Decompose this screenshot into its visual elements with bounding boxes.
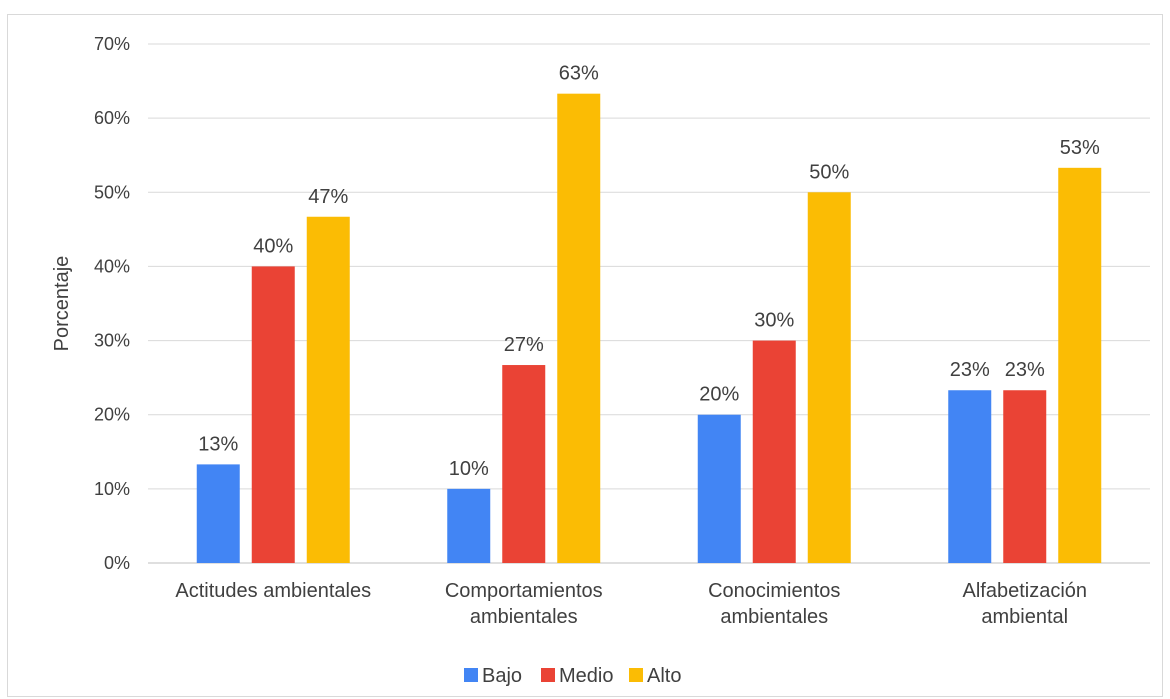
y-tick-label: 10% <box>94 479 130 499</box>
x-tick-label: Conocimientos ambientales <box>708 580 840 628</box>
bar-medio <box>752 340 796 563</box>
x-tick-label: Actitudes ambientales <box>175 580 371 602</box>
x-tick-label-line: ambientales <box>720 606 828 628</box>
legend-swatch-alto <box>629 668 643 682</box>
x-tick-label-line: Alfabetización <box>962 580 1087 602</box>
y-tick-label: 20% <box>94 405 130 425</box>
data-label: 20% <box>699 384 739 406</box>
legend-swatch-bajo <box>464 668 478 682</box>
data-label: 63% <box>559 63 599 85</box>
y-axis-ticks: 0% 10% 20% 30% 40% 50% 60% 70% <box>94 34 130 573</box>
x-tick-label: Alfabetización ambiental <box>962 580 1087 628</box>
legend-label-bajo: Bajo <box>482 665 522 687</box>
legend-label-medio: Medio <box>559 665 613 687</box>
data-label: 30% <box>754 310 794 332</box>
y-tick-label: 40% <box>94 256 130 276</box>
data-label: 23% <box>950 359 990 381</box>
bar-bajo <box>196 464 240 563</box>
data-label: 23% <box>1005 359 1045 381</box>
x-tick-label-line: ambientales <box>470 606 578 628</box>
data-label: 47% <box>308 186 348 208</box>
bar-alto <box>557 93 601 563</box>
data-label: 13% <box>198 433 238 455</box>
bar-bajo <box>948 390 992 563</box>
bar-medio <box>251 266 295 563</box>
data-label: 53% <box>1060 137 1100 159</box>
y-tick-label: 0% <box>104 553 130 573</box>
x-tick-label-line: Comportamientos <box>445 580 603 602</box>
x-tick-label-line: ambiental <box>981 606 1068 628</box>
gridlines <box>148 43 1150 564</box>
bar-alto <box>1058 167 1102 563</box>
bar-alto <box>306 216 350 563</box>
bar-medio <box>502 365 546 563</box>
bars <box>196 93 1102 564</box>
y-tick-label: 30% <box>94 331 130 351</box>
data-label: 10% <box>449 458 489 480</box>
bar-medio <box>1003 390 1047 563</box>
data-label: 40% <box>253 235 293 257</box>
y-tick-label: 60% <box>94 108 130 128</box>
legend-label-alto: Alto <box>647 665 681 687</box>
legend: Bajo Medio Alto <box>464 665 681 687</box>
y-tick-label: 70% <box>94 34 130 54</box>
legend-swatch-medio <box>541 668 555 682</box>
y-axis-label: Porcentaje <box>51 256 73 352</box>
y-tick-label: 50% <box>94 182 130 202</box>
bar-bajo <box>447 488 491 563</box>
data-label: 27% <box>504 334 544 356</box>
x-tick-label-line: Actitudes ambientales <box>175 580 371 602</box>
bar-alto <box>807 192 851 564</box>
data-labels: 13% 40% 47% 10% 27% 63% 20% 30% 50% 23% 23% 53% <box>198 63 1100 480</box>
x-axis-ticks: Actitudes ambientales Comportamientos ambi… <box>175 580 1087 628</box>
x-tick-label: Comportamientos ambientales <box>445 580 603 628</box>
bar-bajo <box>697 414 741 563</box>
data-label: 50% <box>809 161 849 183</box>
x-tick-label-line: Conocimientos <box>708 580 840 602</box>
